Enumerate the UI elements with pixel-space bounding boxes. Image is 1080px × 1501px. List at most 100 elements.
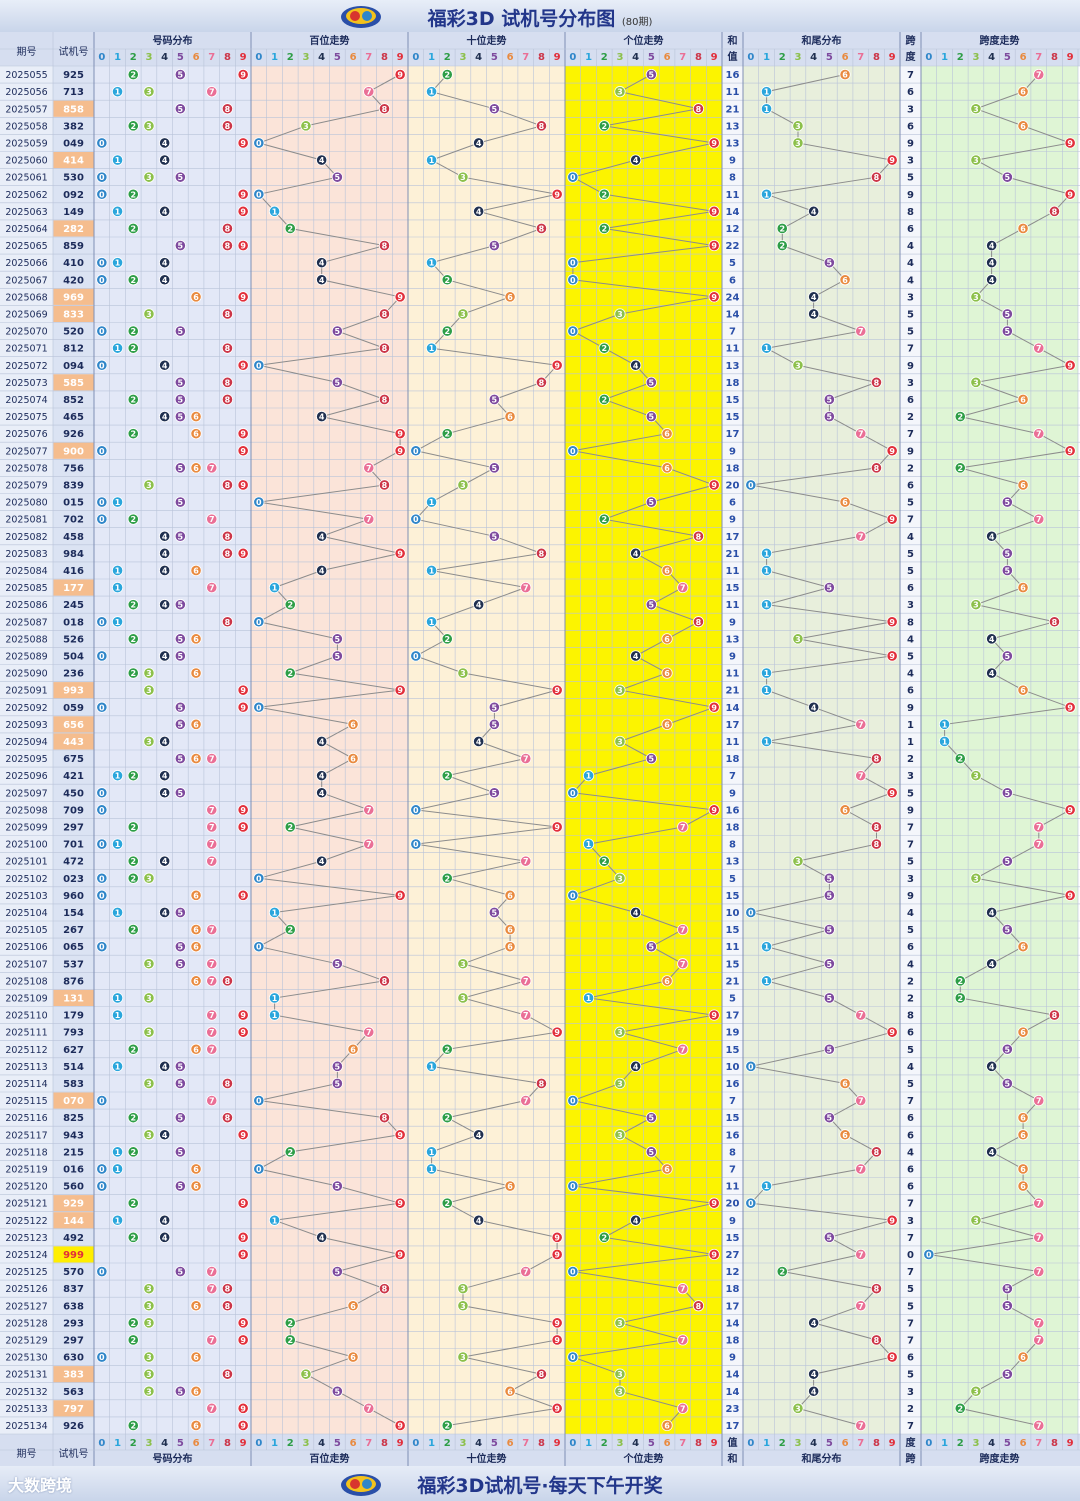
span-ball-2025059 (1064, 137, 1076, 149)
dist-ball-2025068-9-label: 9 (240, 293, 246, 302)
units-ball-2025084 (661, 564, 673, 577)
tens-ball-2025057-label: 5 (492, 105, 498, 114)
span-2025121: 7 (907, 1199, 914, 1210)
units-ball-2025111-label: 3 (617, 1028, 623, 1037)
tens-ball-2025074 (488, 393, 500, 406)
hundreds-ball-2025105-label: 2 (287, 926, 293, 935)
sum-tail-ball-2025099 (870, 821, 883, 833)
sum-2025058: 13 (726, 121, 740, 132)
units-ball-2025084-label: 6 (664, 566, 670, 575)
dist-ball-2025132-5-label: 5 (178, 1387, 184, 1396)
span-ball-2025055 (1033, 68, 1045, 81)
units-ball-2025128-label: 3 (617, 1319, 623, 1328)
sum-2025090: 11 (726, 669, 740, 680)
header-zone-title-sum_tail: 和尾分布 (801, 34, 842, 47)
span-ball-2025082-label: 4 (989, 532, 995, 541)
dist-ball-2025079-9 (237, 479, 249, 491)
dist-ball-2025105-2 (127, 923, 139, 936)
dist-ball-2025091-9-label: 9 (240, 686, 246, 695)
dist-ball-2025128-2-label: 2 (130, 1319, 136, 1328)
units-ball-2025125-label: 0 (570, 1268, 576, 1277)
units-ball-2025130-label: 0 (570, 1353, 576, 1362)
issue-2025071: 2025071 (5, 344, 47, 355)
tens-ball-2025069 (457, 308, 469, 320)
dist-ball-2025059-0-label: 0 (99, 139, 105, 148)
sum-2025085: 15 (726, 583, 740, 594)
hundreds-ball-2025061 (331, 171, 343, 183)
header-digit-span_trend-4: 4 (988, 52, 995, 63)
dist-ball-2025080-5 (174, 496, 186, 508)
dist-ball-2025111-9-label: 9 (240, 1028, 246, 1037)
hundreds-ball-2025115-label: 0 (256, 1097, 262, 1106)
sum-tail-ball-2025133-label: 3 (795, 1404, 801, 1413)
sum-tail-ball-2025094-label: 1 (764, 737, 770, 746)
dist-ball-2025105-7-label: 7 (209, 926, 215, 935)
footer-digit-sum_tail-3: 3 (794, 1438, 801, 1449)
span-2025057: 3 (907, 104, 914, 115)
issue-2025079: 2025079 (5, 480, 47, 491)
dist-ball-2025103-6 (190, 889, 202, 901)
sum-tail-ball-2025086 (760, 599, 773, 611)
dist-ball-2025078-5 (174, 462, 186, 474)
span-ball-2025120-label: 6 (1020, 1182, 1026, 1191)
issue-2025088: 2025088 (5, 634, 47, 645)
units-ball-2025118 (645, 1146, 657, 1158)
span-ball-2025075 (954, 410, 966, 423)
number-2025059: 049 (63, 138, 84, 149)
tens-ball-2025066 (425, 257, 438, 269)
dist-ball-2025127-6-label: 6 (193, 1302, 199, 1311)
hundreds-ball-2025096 (316, 770, 328, 782)
span-ball-2025080 (1001, 496, 1013, 508)
tens-ball-2025077-label: 0 (413, 447, 419, 456)
span-ball-2025059-label: 9 (1067, 139, 1073, 148)
tens-ball-2025113-label: 1 (429, 1062, 435, 1071)
header-digit-sum_tail-6: 6 (842, 52, 849, 63)
hundreds-ball-2025055-label: 9 (397, 71, 403, 80)
span-ball-2025074 (1017, 393, 1029, 406)
dist-ball-2025112-6 (190, 1043, 202, 1055)
dist-ball-2025075-6-label: 6 (193, 413, 199, 422)
dist-ball-2025119-1 (111, 1163, 124, 1175)
dist-ball-2025098-0 (96, 804, 108, 816)
units-ball-2025099 (677, 821, 689, 833)
dist-ball-2025120-5-label: 5 (178, 1182, 184, 1191)
grid-lines (0, 32, 1080, 1466)
span-ball-2025100 (1033, 838, 1045, 850)
span-2025112: 5 (907, 1045, 914, 1056)
tens-ball-2025099 (551, 821, 563, 833)
sum-tail-ball-2025066-label: 5 (827, 259, 833, 268)
tens-ball-2025091-label: 9 (554, 686, 560, 695)
span-ball-2025063-label: 8 (1052, 207, 1058, 216)
dist-ball-2025076-2 (127, 428, 139, 440)
hundreds-ball-2025098 (363, 804, 375, 816)
issue-2025068: 2025068 (5, 292, 47, 303)
hundreds-ball-2025130-label: 6 (350, 1353, 356, 1362)
tens-ball-2025134-label: 2 (444, 1421, 450, 1430)
dist-ball-2025064-8-label: 8 (225, 224, 231, 233)
span-ball-2025099 (1033, 821, 1045, 833)
dist-ball-2025115-0 (96, 1094, 108, 1107)
header-digit-units-3: 3 (616, 52, 623, 63)
issue-2025102: 2025102 (5, 874, 47, 885)
header-digit-sum_tail-3: 3 (794, 52, 801, 63)
footer-digit-span_trend-1: 1 (941, 1438, 948, 1449)
dist-ball-2025072-0-label: 0 (99, 361, 105, 370)
tens-ball-2025068-label: 6 (507, 293, 513, 302)
header-digit-dist-8: 8 (224, 52, 231, 63)
tens-ball-2025075 (504, 410, 516, 423)
header-digit-dist-7: 7 (208, 52, 215, 63)
span-2025134: 7 (907, 1421, 914, 1432)
footer-digit-sum_tail-0: 0 (747, 1438, 754, 1449)
hundreds-ball-2025093 (347, 718, 359, 730)
tens-ball-2025075-label: 6 (507, 413, 513, 422)
sum-2025084: 11 (726, 566, 740, 577)
tens-ball-2025122-label: 4 (476, 1216, 482, 1225)
issue-2025064: 2025064 (5, 224, 47, 235)
span-ball-2025081 (1033, 513, 1045, 525)
sum-2025069: 14 (726, 309, 740, 320)
dist-ball-2025084-6 (190, 564, 202, 577)
dist-ball-2025125-7-label: 7 (209, 1268, 215, 1277)
sum-tail-ball-2025120-label: 1 (764, 1182, 770, 1191)
tens-ball-2025091 (551, 684, 563, 696)
tens-ball-2025058 (535, 120, 548, 132)
